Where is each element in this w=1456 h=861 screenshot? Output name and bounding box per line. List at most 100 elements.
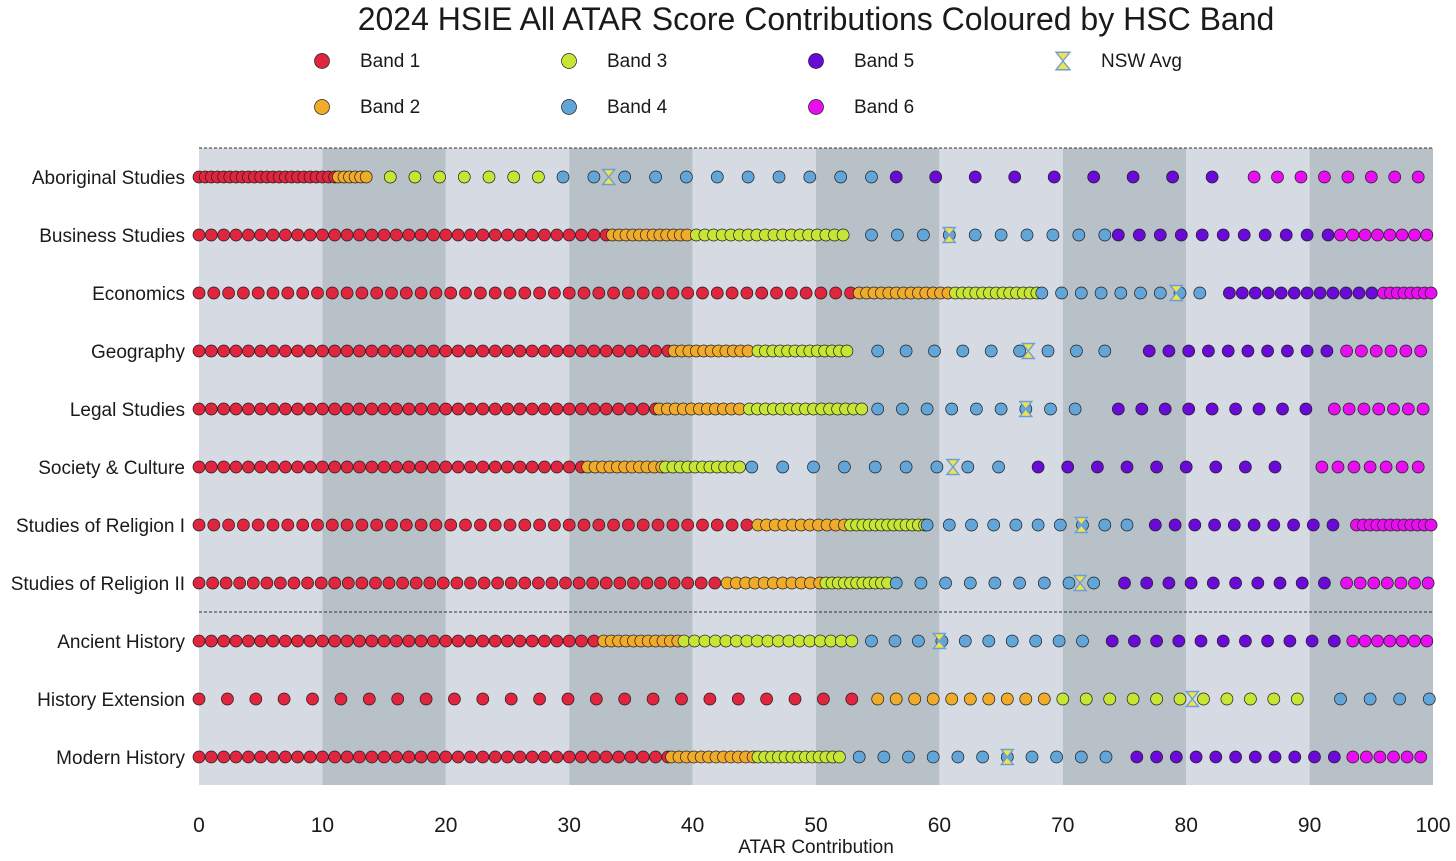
score-dot-band1 <box>451 228 465 242</box>
score-dot-band1 <box>513 750 527 764</box>
score-dot-band1 <box>316 634 329 648</box>
score-dot-band1 <box>666 518 680 532</box>
score-dot-band1 <box>562 518 576 532</box>
score-dot-band5 <box>1327 634 1341 648</box>
score-dot-band1 <box>464 402 477 416</box>
score-dot-band1 <box>624 750 638 764</box>
score-dot-band1 <box>296 286 310 300</box>
score-dot-band5 <box>1194 634 1208 648</box>
subject-row: Geography <box>91 342 1428 363</box>
score-dot-band5 <box>1162 576 1176 590</box>
score-dot-band5 <box>1221 344 1235 358</box>
score-dot-band5 <box>1206 576 1220 590</box>
score-dot-band6 <box>1408 228 1421 242</box>
score-dot-band1 <box>423 576 437 590</box>
score-dot-band1 <box>575 228 588 242</box>
score-dot-band3 <box>482 170 496 184</box>
score-dot-band5 <box>1166 170 1179 184</box>
score-dot-band5 <box>1326 518 1340 532</box>
score-dot-band1 <box>681 518 695 532</box>
score-dot-band1 <box>340 228 354 242</box>
score-dot-band1 <box>303 344 317 358</box>
score-dot-band1 <box>246 576 260 590</box>
score-dot-band1 <box>451 344 465 358</box>
score-dot-band1 <box>414 402 428 416</box>
legend-item-avg: NSW Avg <box>1054 51 1182 72</box>
score-dot-band1 <box>474 286 487 300</box>
score-dot-band6 <box>1372 402 1386 416</box>
score-dot-band6 <box>1315 460 1329 474</box>
score-dot-band4 <box>1363 692 1377 706</box>
score-dot-band1 <box>370 518 384 532</box>
score-dot-band5 <box>1153 228 1167 242</box>
score-dot-band5 <box>1202 344 1215 358</box>
score-dot-band6 <box>1424 518 1438 532</box>
score-dot-band1 <box>491 576 504 590</box>
score-dot-band5 <box>1132 228 1146 242</box>
score-dot-band6 <box>1318 170 1331 184</box>
score-dot-band4 <box>1098 518 1112 532</box>
score-dot-band4 <box>1072 228 1086 242</box>
score-dot-band5 <box>1227 518 1241 532</box>
score-dot-band1 <box>577 286 591 300</box>
score-dot-band1 <box>365 228 379 242</box>
score-dot-band4 <box>803 170 817 184</box>
legend-label-avg: NSW Avg <box>1101 51 1182 72</box>
legend-marker-band6 <box>808 99 824 115</box>
score-dot-band4 <box>891 228 904 242</box>
score-dot-band6 <box>1363 460 1377 474</box>
score-dot-band2 <box>908 692 922 706</box>
score-dot-band1 <box>328 402 342 416</box>
x-tick-label: 60 <box>928 814 951 837</box>
score-dot-band1 <box>399 286 413 300</box>
score-dot-band4 <box>1422 692 1436 706</box>
score-dot-band4 <box>968 228 982 242</box>
nsw-avg-marker <box>1018 400 1034 418</box>
score-dot-band1 <box>353 344 366 358</box>
score-dot-band4 <box>1050 750 1063 764</box>
score-dot-band1 <box>488 228 502 242</box>
score-dot-band3 <box>433 170 446 184</box>
score-dot-band6 <box>1387 402 1400 416</box>
score-dot-band1 <box>217 750 231 764</box>
score-dot-band1 <box>414 750 428 764</box>
score-dot-band5 <box>1300 344 1314 358</box>
score-dot-band1 <box>488 402 502 416</box>
score-dot-band1 <box>649 750 662 764</box>
score-dot-band4 <box>1114 286 1128 300</box>
score-dot-band4 <box>1052 634 1066 648</box>
x-tick-label: 30 <box>558 814 581 837</box>
legend-label-band4: Band 4 <box>607 97 668 118</box>
score-dot-band5 <box>1128 634 1141 648</box>
score-dot-band1 <box>382 576 396 590</box>
score-dot-band5 <box>1327 750 1341 764</box>
score-dot-band5 <box>1248 286 1262 300</box>
legend-label-band3: Band 3 <box>607 51 667 72</box>
score-dot-band5 <box>1111 402 1125 416</box>
score-dot-band1 <box>448 692 461 706</box>
score-dot-band2 <box>1000 692 1014 706</box>
score-dot-band4 <box>976 750 989 764</box>
score-dot-band1 <box>770 286 783 300</box>
score-dot-band4 <box>834 170 848 184</box>
score-dot-band4 <box>710 170 724 184</box>
score-dot-band5 <box>1281 344 1294 358</box>
score-dot-band5 <box>1105 634 1119 648</box>
subject-row: Business Studies <box>39 226 1434 247</box>
score-dot-band1 <box>513 344 527 358</box>
score-dot-band1 <box>477 576 491 590</box>
score-dot-band1 <box>279 344 292 358</box>
score-dot-band5 <box>1150 750 1163 764</box>
score-dot-band1 <box>451 460 465 474</box>
score-dot-band1 <box>242 402 255 416</box>
score-dot-band1 <box>237 518 250 532</box>
score-dot-band5 <box>1320 344 1334 358</box>
score-dot-band1 <box>538 750 551 764</box>
score-dot-band4 <box>942 518 956 532</box>
score-dot-band1 <box>254 402 268 416</box>
score-dot-band1 <box>599 344 613 358</box>
score-dot-band5 <box>1273 576 1287 590</box>
score-dot-band2 <box>963 692 977 706</box>
score-dot-band5 <box>1195 228 1209 242</box>
